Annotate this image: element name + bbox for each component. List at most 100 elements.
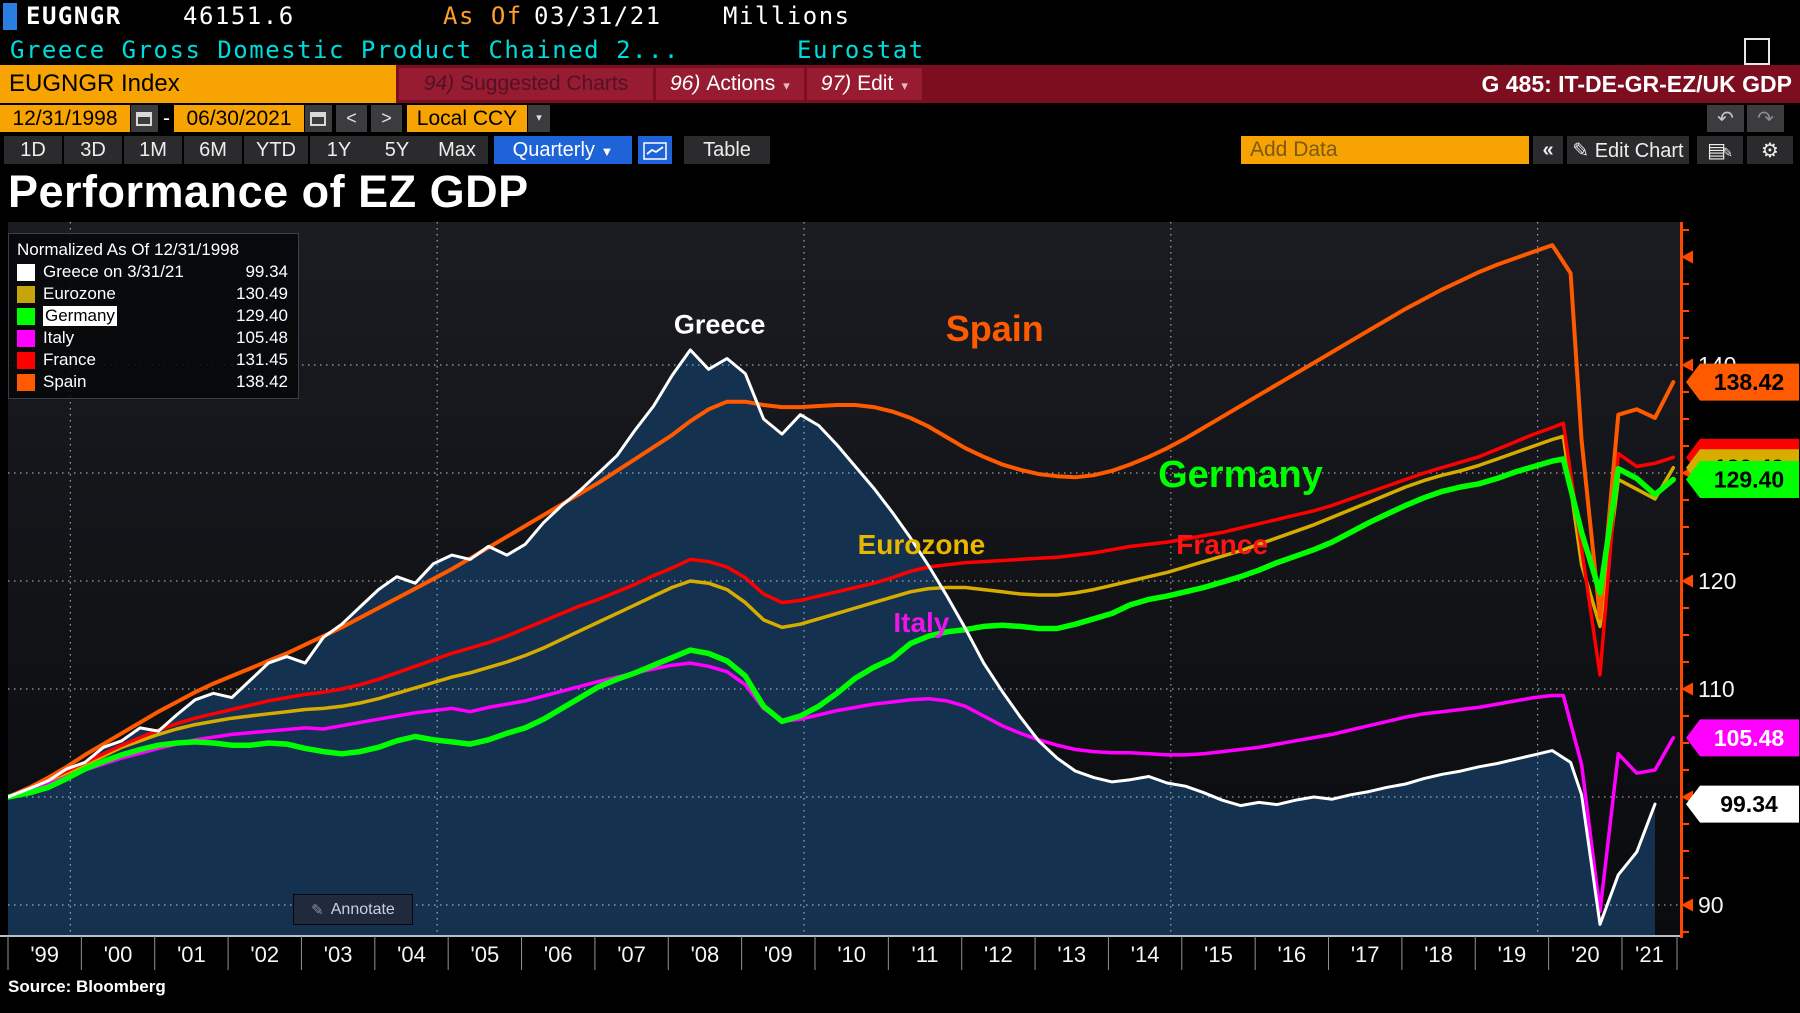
y-axis-label-110: 110 — [1698, 676, 1735, 702]
end-date-calendar-button[interactable] — [305, 105, 332, 132]
legend-item-germany[interactable]: Germany 129.40 — [9, 306, 298, 326]
security-input[interactable]: EUGNGR Index — [0, 65, 396, 103]
ticker: EUGNGR — [26, 2, 122, 30]
chart-label-spain: Spain — [946, 308, 1044, 349]
range-back-button[interactable]: < — [336, 105, 367, 132]
legend-item-italy[interactable]: Italy 105.48 — [9, 328, 298, 348]
end-date-input[interactable]: 06/30/2021 — [174, 105, 304, 132]
price-tag-germany — [1686, 460, 1799, 498]
price-tag-spain — [1686, 363, 1799, 401]
currency-dropdown-arrow[interactable]: ▾ — [528, 105, 550, 132]
legend-item-france[interactable]: France 131.45 — [9, 350, 298, 370]
price-tag-italy — [1686, 719, 1799, 757]
chart-settings-icon[interactable]: ▤✎ — [1697, 136, 1743, 164]
as-of-label: As Of — [443, 2, 523, 30]
legend-swatch-italy — [17, 329, 35, 347]
currency-select[interactable]: Local CCY — [407, 105, 527, 132]
edit-chart-button[interactable]: ✎ Edit Chart — [1567, 136, 1689, 164]
annotate-button[interactable]: ✎ Annotate — [293, 894, 413, 925]
chart-label-greece: Greece — [674, 310, 766, 340]
x-axis-label: '18 — [1424, 942, 1453, 967]
as-of-date: 03/31/21 — [534, 2, 662, 30]
chart-label-germany: Germany — [1158, 454, 1323, 496]
legend-item-greece[interactable]: Greece on 3/31/21 99.34 — [9, 262, 298, 282]
period-tab-max[interactable]: Max — [426, 136, 488, 164]
period-tab-5y[interactable]: 5Y — [368, 136, 426, 164]
x-axis-label: '16 — [1278, 942, 1307, 967]
export-icon[interactable] — [1744, 38, 1770, 65]
series-lines — [8, 243, 1677, 926]
legend-item-spain[interactable]: Spain 138.42 — [9, 372, 298, 392]
pencil-icon: ✎ — [1572, 138, 1590, 162]
x-axis: '99 '00 '01 '02 '03 '04 '05 '06 '07 '08 '09 '10 '11 '… — [0, 935, 1680, 970]
x-axis-label: '12 — [984, 942, 1013, 967]
price-tag-value: 99.34 — [1720, 791, 1778, 817]
x-axis-label: '02 — [250, 942, 279, 967]
right-axis: 14012011090 — [1680, 222, 1736, 938]
x-axis-label: '13 — [1057, 942, 1086, 967]
period-tab-1d[interactable]: 1D — [4, 136, 62, 164]
actions-button[interactable]: 96) Actions ▾ — [656, 68, 804, 100]
period-tab-1m[interactable]: 1M — [124, 136, 182, 164]
x-axis-label: '05 — [471, 942, 500, 967]
x-axis-label: '09 — [764, 942, 793, 967]
greece-area-fill — [8, 349, 1655, 936]
start-date-input[interactable]: 12/31/1998 — [0, 105, 130, 132]
gridlines — [8, 222, 1680, 936]
security-description-row: Greece Gross Domestic Product Chained 2.… — [0, 34, 1800, 65]
x-axis-label: '11 — [912, 942, 939, 967]
period-tab-6m[interactable]: 6M — [184, 136, 242, 164]
gear-icon[interactable]: ⚙ — [1747, 136, 1793, 164]
data-provider: Eurostat — [797, 36, 925, 64]
line-chart-type-button[interactable] — [638, 136, 672, 164]
legend-label: Italy — [43, 328, 75, 347]
price-tag-value: 129.40 — [1714, 466, 1784, 492]
security-description: Greece Gross Domestic Product Chained 2.… — [10, 36, 680, 64]
security-header-row: EUGNGR 46151.6 As Of 03/31/21 Millions — [0, 0, 1800, 34]
frequency-select[interactable]: Quarterly ▼ — [494, 136, 632, 164]
source-attribution: Source: Bloomberg — [8, 977, 166, 996]
x-axis-label: '06 — [544, 942, 573, 967]
x-axis-label: '04 — [397, 942, 426, 967]
legend-label: Spain — [43, 372, 87, 391]
annotate-pencil-icon: ✎ — [311, 900, 324, 919]
period-tab-ytd[interactable]: YTD — [244, 136, 308, 164]
x-axis-label: '15 — [1204, 942, 1233, 967]
suggested-charts-button[interactable]: 94) Suggested Charts — [399, 68, 653, 100]
table-button[interactable]: Table — [684, 136, 770, 164]
legend-swatch-france — [17, 351, 35, 369]
undo-icon[interactable]: ↶ — [1707, 105, 1744, 132]
collapse-panel-button[interactable]: « — [1533, 136, 1563, 164]
price-tag-greece — [1686, 785, 1799, 823]
legend-label: Greece on 3/31/21 — [43, 262, 184, 281]
x-axis-label: '10 — [837, 942, 866, 967]
series-annotations: Greece Spain Germany Eurozone France Italy — [674, 308, 1323, 638]
legend-label: Eurozone — [43, 284, 116, 303]
period-tab-1y[interactable]: 1Y — [310, 136, 368, 164]
start-date-calendar-button[interactable] — [131, 105, 158, 132]
x-axis-label: '20 — [1571, 942, 1600, 967]
chart-label-italy: Italy — [893, 607, 949, 638]
x-axis-label: '03 — [324, 942, 353, 967]
legend-swatch-eurozone — [17, 285, 35, 303]
frequency-dropdown-arrow: ▼ — [600, 144, 614, 159]
edit-button[interactable]: 97) Edit ▾ — [806, 68, 922, 100]
series-line-eurozone — [8, 434, 1676, 799]
series-line-greece — [8, 348, 1657, 926]
period-tab-3d[interactable]: 3D — [64, 136, 122, 164]
legend-value: 105.48 — [236, 328, 288, 347]
x-axis-label: '08 — [691, 942, 720, 967]
legend-item-eurozone[interactable]: Eurozone 130.49 — [9, 284, 298, 304]
redo-icon[interactable]: ↷ — [1747, 105, 1784, 132]
range-forward-button[interactable]: > — [371, 105, 402, 132]
chart-title: Performance of EZ GDP — [8, 166, 529, 217]
legend-swatch-germany — [17, 307, 35, 325]
last-value: 46151.6 — [183, 2, 295, 30]
bloomberg-blue-marker — [3, 3, 17, 30]
x-axis-label: '00 — [104, 942, 133, 967]
y-axis-label-120: 120 — [1698, 568, 1736, 594]
chart-menubar: EUGNGR Index 94) Suggested Charts 96) Acti… — [0, 65, 1800, 103]
add-data-input[interactable]: Add Data — [1241, 136, 1529, 164]
